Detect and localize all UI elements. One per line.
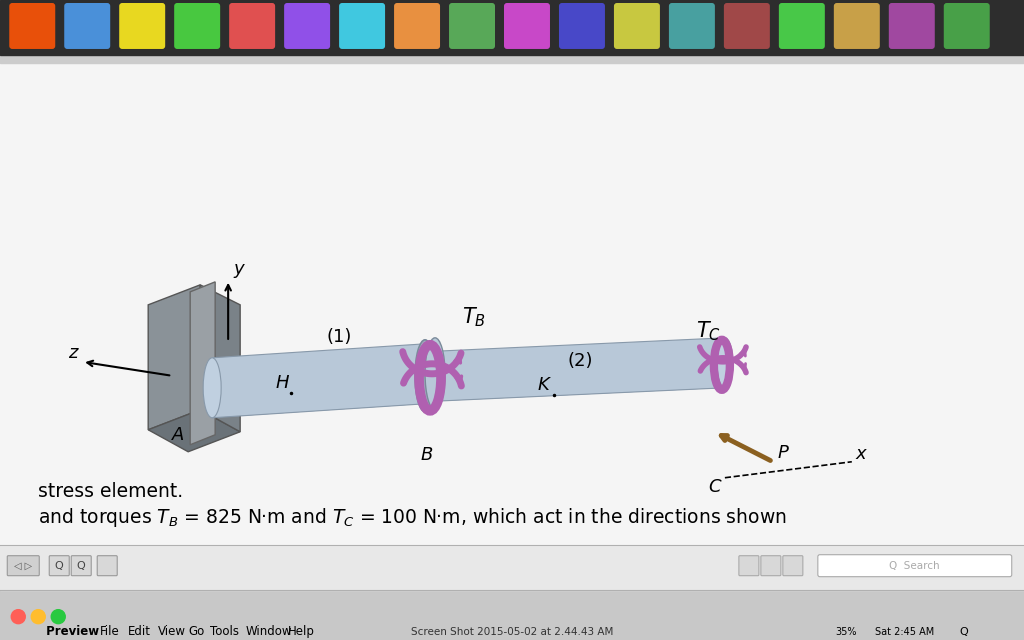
FancyBboxPatch shape [834, 3, 880, 49]
Polygon shape [200, 285, 241, 432]
Text: Help: Help [288, 625, 315, 638]
Text: B: B [420, 445, 432, 464]
Polygon shape [212, 344, 425, 418]
FancyBboxPatch shape [614, 3, 659, 49]
Ellipse shape [425, 338, 445, 410]
Polygon shape [212, 394, 425, 418]
FancyBboxPatch shape [284, 3, 330, 49]
Text: K: K [538, 376, 550, 394]
Text: x: x [856, 445, 866, 463]
Circle shape [11, 610, 26, 623]
Text: File: File [100, 625, 120, 638]
Text: $T_B$: $T_B$ [462, 306, 486, 330]
Ellipse shape [415, 340, 435, 412]
Text: Sat 2:45 AM: Sat 2:45 AM [874, 627, 934, 637]
Text: stress element.: stress element. [38, 482, 183, 501]
Text: (1): (1) [326, 328, 351, 346]
FancyBboxPatch shape [229, 3, 275, 49]
FancyBboxPatch shape [174, 3, 220, 49]
Polygon shape [423, 380, 725, 402]
Text: H: H [275, 374, 289, 392]
FancyBboxPatch shape [559, 3, 605, 49]
Ellipse shape [717, 338, 733, 388]
FancyBboxPatch shape [450, 3, 495, 49]
Bar [0, 0, 1024, 55]
Bar [0, 55, 1024, 63]
Text: y: y [233, 260, 244, 278]
Text: P: P [778, 444, 788, 461]
Circle shape [51, 610, 66, 623]
FancyBboxPatch shape [72, 556, 91, 576]
Text: Screen Shot 2015-05-02 at 2.44.43 AM: Screen Shot 2015-05-02 at 2.44.43 AM [411, 627, 613, 637]
Polygon shape [148, 410, 241, 452]
FancyBboxPatch shape [65, 3, 111, 49]
Polygon shape [148, 285, 200, 430]
Bar [0, 55, 1024, 545]
FancyBboxPatch shape [818, 555, 1012, 577]
Text: Edit: Edit [128, 625, 152, 638]
FancyBboxPatch shape [944, 3, 990, 49]
Text: Go: Go [188, 625, 205, 638]
Text: Tools: Tools [210, 625, 240, 638]
FancyBboxPatch shape [9, 3, 55, 49]
Ellipse shape [203, 358, 221, 418]
Bar [0, 589, 1024, 639]
Text: A: A [172, 426, 184, 444]
Text: Preview: Preview [42, 625, 99, 638]
Text: Q: Q [77, 561, 86, 571]
FancyBboxPatch shape [783, 556, 803, 576]
Text: Q: Q [959, 627, 969, 637]
FancyBboxPatch shape [119, 3, 165, 49]
FancyBboxPatch shape [394, 3, 440, 49]
FancyBboxPatch shape [339, 3, 385, 49]
FancyBboxPatch shape [889, 3, 935, 49]
Text: $T_C$: $T_C$ [696, 320, 721, 344]
Text: and torques $T_B$ = 825 N·m and $T_C$ = 100 N·m, which act in the directions sho: and torques $T_B$ = 825 N·m and $T_C$ = … [38, 506, 786, 529]
Text: 35%: 35% [835, 627, 856, 637]
FancyBboxPatch shape [761, 556, 781, 576]
FancyBboxPatch shape [7, 556, 39, 576]
Text: z: z [69, 344, 78, 362]
FancyBboxPatch shape [779, 3, 825, 49]
Text: Q  Search: Q Search [890, 561, 940, 571]
Text: Window: Window [245, 625, 292, 638]
Bar [0, 545, 1024, 589]
Text: (2): (2) [568, 352, 594, 370]
Polygon shape [423, 338, 725, 402]
Circle shape [32, 610, 45, 623]
FancyBboxPatch shape [97, 556, 117, 576]
FancyBboxPatch shape [669, 3, 715, 49]
FancyBboxPatch shape [504, 3, 550, 49]
FancyBboxPatch shape [724, 3, 770, 49]
Text: C: C [708, 477, 721, 496]
Text: View: View [158, 625, 186, 638]
Polygon shape [190, 282, 215, 445]
Text: Q: Q [55, 561, 63, 571]
Text: ◁ ▷: ◁ ▷ [14, 561, 33, 571]
FancyBboxPatch shape [739, 556, 759, 576]
FancyBboxPatch shape [49, 556, 70, 576]
